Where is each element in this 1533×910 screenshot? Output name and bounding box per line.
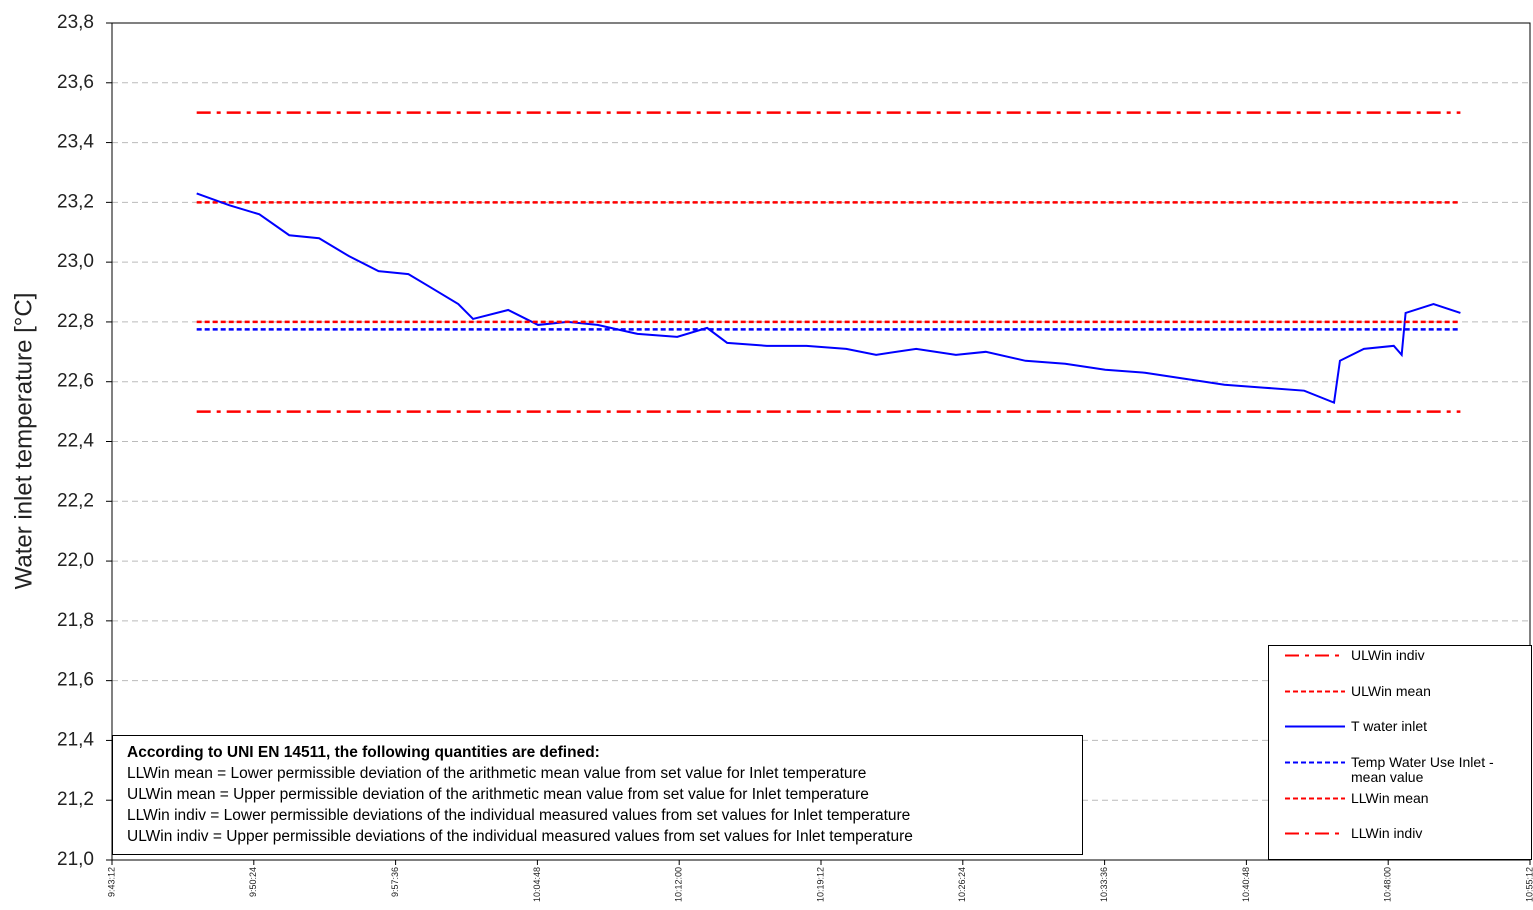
y-tick-label: 21,8 <box>57 610 94 631</box>
y-tick-label: 23,6 <box>57 72 94 93</box>
legend-swatch <box>1285 832 1345 835</box>
x-tick-label: 10:04:48 <box>532 867 542 902</box>
y-tick-label: 22,2 <box>57 490 94 511</box>
y-tick-label: 23,4 <box>57 132 94 153</box>
x-tick-label: 10:40:48 <box>1241 867 1251 902</box>
series-line <box>196 192 1461 405</box>
legend-swatch <box>1285 797 1345 800</box>
legend-swatch <box>1285 761 1345 764</box>
y-tick-label: 21,4 <box>57 729 94 750</box>
definitions-box: According to UNI EN 14511, the following… <box>112 735 1083 855</box>
legend-swatch <box>1285 690 1345 693</box>
x-tick-label: 10:48:00 <box>1383 867 1393 902</box>
definitions-title: According to UNI EN 14511, the following… <box>127 744 600 761</box>
legend-label: Temp Water Use Inlet - mean value <box>1351 754 1494 785</box>
definition-line: LLWin mean = Lower permissible deviation… <box>127 765 867 782</box>
y-tick-label: 23,2 <box>57 191 94 212</box>
y-tick-label: 21,0 <box>57 849 94 870</box>
y-tick-label: 22,6 <box>57 371 94 392</box>
y-tick-label: 22,0 <box>57 550 94 571</box>
y-tick-label: 21,2 <box>57 789 94 810</box>
legend-label: LLWin indiv <box>1351 825 1423 841</box>
y-tick-label: 22,4 <box>57 431 94 452</box>
plot-frame <box>111 22 1531 861</box>
y-tick-label: 23,0 <box>57 251 94 272</box>
y-axis-label: Water inlet temperature [°C] <box>10 293 37 590</box>
y-tick-label: 23,8 <box>57 12 94 33</box>
definition-line: ULWin indiv = Upper permissible deviatio… <box>127 828 913 845</box>
x-tick-label: 9:43:12 <box>106 867 116 897</box>
x-tick-label: 10:33:36 <box>1099 867 1109 902</box>
legend: ULWin indiv ULWin mean T water inlet Temp W… <box>1268 645 1532 860</box>
definition-line: ULWin mean = Upper permissible deviation… <box>127 786 869 803</box>
x-tick-label: 10:55:12 <box>1524 867 1533 902</box>
x-tick-label: 10:19:12 <box>815 867 825 902</box>
y-tick-label: 22,8 <box>57 311 94 332</box>
x-tick-label: 10:12:00 <box>674 867 684 902</box>
x-tick-label: 9:50:24 <box>248 867 258 897</box>
legend-swatch <box>1285 725 1345 728</box>
legend-label: ULWin indiv <box>1351 647 1425 663</box>
legend-label: LLWin mean <box>1351 790 1429 806</box>
y-tick-label: 21,6 <box>57 670 94 691</box>
legend-label: ULWin mean <box>1351 683 1431 699</box>
x-tick-label: 10:26:24 <box>957 867 967 902</box>
definition-line: LLWin indiv = Lower permissible deviatio… <box>127 807 911 824</box>
legend-label: T water inlet <box>1351 718 1427 734</box>
legend-swatch <box>1285 654 1345 657</box>
x-tick-label: 9:57:36 <box>390 867 400 897</box>
